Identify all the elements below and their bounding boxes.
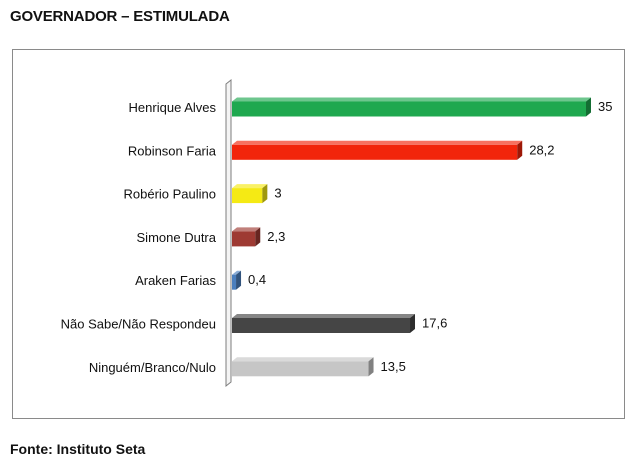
category-label: Araken Farias [135, 273, 216, 288]
bar-side-face [368, 357, 374, 377]
chart-axis-wall [225, 78, 232, 388]
category-label: Robério Paulino [123, 187, 216, 202]
bar-top-face [232, 184, 268, 189]
bar-side-face [255, 227, 261, 247]
bar-side-face [586, 97, 591, 117]
bar-group: Não Sabe/Não Respondeu 17,6 [61, 314, 447, 333]
bar-top-face [232, 357, 374, 362]
value-label: 17,6 [422, 316, 447, 331]
bar-top-face [232, 227, 261, 232]
bar [232, 318, 411, 333]
bar [232, 188, 263, 204]
chart-frame: Henrique Alves 35 Robinson Faria 28,2 Robéri… [12, 49, 625, 419]
category-label: Não Sabe/Não Respondeu [61, 317, 216, 332]
bar-side-face [410, 314, 416, 333]
value-label: 28,2 [529, 142, 554, 157]
category-label: Henrique Alves [129, 100, 217, 115]
category-label: Ninguém/Branco/Nulo [89, 360, 216, 375]
bar-group: Henrique Alves 35 [129, 97, 612, 117]
bar-top-face [232, 140, 523, 145]
bar [232, 144, 518, 160]
bar [232, 101, 586, 117]
value-label: 0,4 [248, 272, 266, 287]
value-label: 2,3 [267, 229, 285, 244]
bar-group: Araken Farias 0,4 [135, 270, 266, 290]
bar-group: Ninguém/Branco/Nulo 13,5 [89, 357, 406, 377]
axis-wall [225, 78, 232, 388]
value-label: 3 [274, 186, 281, 201]
chart-title: GOVERNADOR – ESTIMULADA [10, 8, 230, 25]
category-label: Simone Dutra [137, 230, 217, 245]
value-label: 35 [598, 99, 612, 114]
bar-side-face [262, 184, 268, 204]
value-label: 13,5 [381, 359, 406, 374]
bar-group: Simone Dutra 2,3 [137, 227, 285, 247]
bar-side-face [236, 270, 242, 290]
bar-side-face [517, 140, 523, 160]
bar [232, 274, 237, 290]
bar-top-face [232, 97, 591, 102]
category-label: Robinson Faria [128, 143, 217, 158]
bar-group: Robinson Faria 28,2 [128, 140, 555, 160]
source-note: Fonte: Instituto Seta [10, 441, 146, 457]
bar-top-face [232, 314, 416, 318]
bars-layer: Henrique Alves 35 Robinson Faria 28,2 Robéri… [61, 97, 612, 377]
bar-top-face [232, 270, 242, 275]
bar [232, 361, 369, 377]
bar-group: Robério Paulino 3 [123, 184, 282, 204]
bar [232, 231, 256, 247]
bar-chart: Henrique Alves 35 Robinson Faria 28,2 Robéri… [61, 78, 612, 388]
